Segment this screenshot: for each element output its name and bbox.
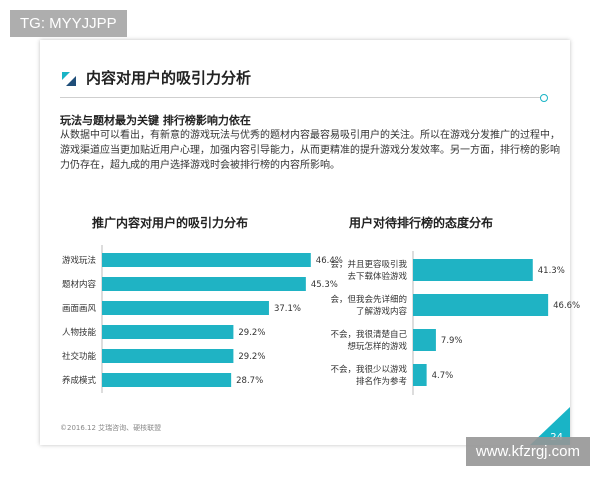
- chart-bar: [413, 364, 427, 386]
- chart-right-title: 用户对待排行榜的态度分布: [349, 216, 494, 230]
- category-label: 不会，我很清楚自己: [330, 329, 407, 340]
- value-label: 4.7%: [432, 371, 454, 381]
- category-label: 不会，我很少以游戏: [330, 364, 407, 375]
- report-slide: 内容对用户的吸引力分析 玩法与题材最为关键 排行榜影响力依在 从数据中可以看出，…: [40, 40, 580, 445]
- category-label: 画面画风: [62, 304, 97, 314]
- chart-bar: [102, 373, 232, 387]
- category-label: 游戏玩法: [62, 255, 96, 266]
- category-label: 养成模式: [62, 375, 97, 386]
- category-label: 会，并且更容吸引我: [330, 259, 407, 270]
- value-label: 46.6%: [553, 301, 580, 311]
- chart-bar: [102, 301, 269, 315]
- watermark-top: TG: MYYJJPP: [10, 10, 127, 37]
- category-label: 社交功能: [62, 351, 97, 362]
- slide-title: 内容对用户的吸引力分析: [86, 69, 252, 87]
- slide-footer: ©2016.12 艾瑞咨询、硬核联盟: [60, 424, 162, 432]
- chart-left-title: 推广内容对用户的吸引力分布: [92, 216, 249, 230]
- brand-logo-icon: [62, 72, 76, 86]
- category-label: 人物技能: [62, 327, 97, 338]
- title-divider: [60, 97, 545, 98]
- value-label: 37.1%: [274, 304, 301, 314]
- chart-left: 游戏玩法 46.4% 题材内容 45.3% 画面画风 37.1% 人物技能 29.2% 社交功能…: [62, 245, 343, 393]
- category-label: 会，但我会先详细的: [330, 294, 407, 305]
- chart-bar: [413, 329, 436, 351]
- slide-description: 从数据中可以看出，有新意的游戏玩法与优秀的题材内容最容易吸引用户的关注。所以在游…: [60, 130, 560, 171]
- watermark-bottom: www.kfzrgj.com: [465, 437, 590, 466]
- chart-bar: [413, 294, 549, 316]
- value-label: 29.2%: [238, 328, 265, 338]
- chart-bar: [102, 325, 234, 339]
- chart-bar: [413, 259, 533, 281]
- slide-subtitle: 玩法与题材最为关键 排行榜影响力依在: [60, 114, 251, 127]
- category-label: 排名作为参考: [356, 376, 407, 387]
- value-label: 41.3%: [538, 266, 565, 276]
- chart-bar: [102, 253, 311, 267]
- value-label: 46.4%: [316, 256, 343, 266]
- value-label: 45.3%: [311, 280, 338, 290]
- value-label: 29.2%: [238, 352, 265, 362]
- chart-bar: [102, 349, 234, 363]
- category-label: 想玩怎样的游戏: [347, 341, 407, 352]
- chart-bar: [102, 277, 306, 291]
- value-label: 7.9%: [441, 336, 463, 346]
- title-divider-dot: [540, 94, 548, 102]
- value-label: 28.7%: [236, 376, 263, 386]
- category-label: 题材内容: [62, 279, 97, 290]
- category-label: 了解游戏内容: [356, 306, 408, 317]
- category-label: 去下载体验游戏: [347, 271, 407, 282]
